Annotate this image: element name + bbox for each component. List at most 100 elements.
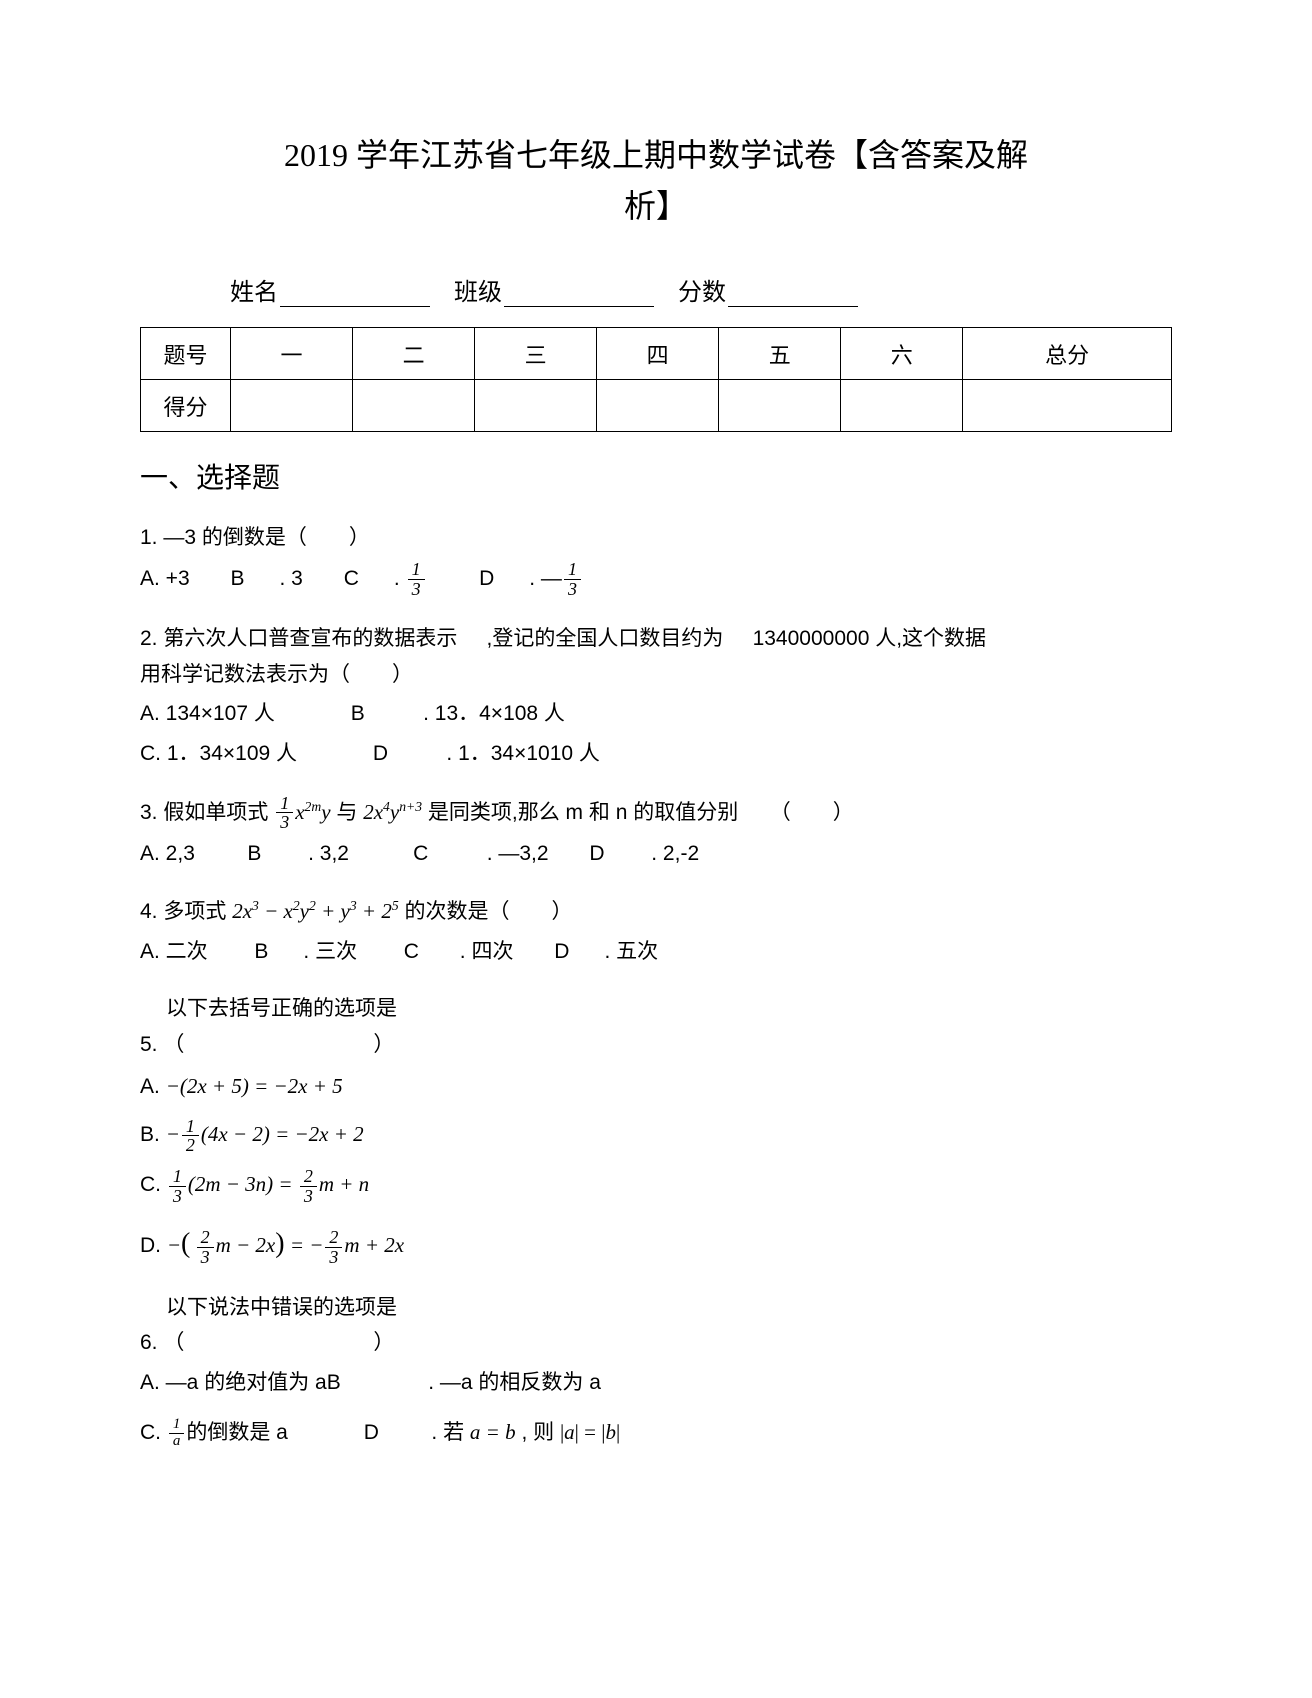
q3-post: 是同类项,那么 m 和 n 的取值分别 （ ） xyxy=(428,801,854,824)
q3-B: B xyxy=(247,842,261,865)
th-total: 总分 xyxy=(963,328,1172,380)
q2-B: B xyxy=(351,702,365,725)
q4-C2: . 四次 xyxy=(460,940,514,963)
q3-C2: . —3,2 xyxy=(487,842,549,865)
q5-D-label: D. xyxy=(140,1234,167,1257)
q4-post: 的次数是（ ） xyxy=(405,900,573,923)
title-line-2: 析】 xyxy=(624,188,688,224)
q1-B2: . 3 xyxy=(280,567,303,590)
q3-A: A. 2,3 xyxy=(140,842,195,865)
q2-s2: ,登记的全国人口数目约为 xyxy=(487,627,724,650)
q1-C-frac: 13 xyxy=(408,560,425,599)
q4-D2: . 五次 xyxy=(604,940,658,963)
q6-D: D xyxy=(364,1421,379,1444)
question-2: 2. 第六次人口普查宣布的数据表示 ,登记的全国人口数目约为 134000000… xyxy=(140,621,1172,772)
q1-stem: 1. —3 的倒数是（ ） xyxy=(140,520,1172,556)
question-1: 1. —3 的倒数是（ ） A. +3 B . 3 C . 13 D . —13 xyxy=(140,520,1172,598)
q5-A: A. −(2x + 5) = −2x + 5 xyxy=(140,1069,1172,1105)
q5-B: B. −12(4x − 2) = −2x + 2 xyxy=(140,1117,1172,1156)
q3-B2: . 3,2 xyxy=(308,842,349,865)
q4-D: D xyxy=(554,940,569,963)
q2-stem-line1: 2. 第六次人口普查宣布的数据表示 ,登记的全国人口数目约为 134000000… xyxy=(140,621,1172,657)
td-6[interactable] xyxy=(841,380,963,432)
q5-B-expr: −12(4x − 2) = −2x + 2 xyxy=(166,1122,364,1146)
table-score-row: 得分 xyxy=(141,380,1172,432)
q6-A2: . —a 的相反数为 a xyxy=(428,1371,601,1394)
q5-A-label: A. xyxy=(140,1075,166,1098)
q5-num: 5. （ ） xyxy=(140,1027,1172,1063)
q3-options: A. 2,3 B . 3,2 C . —3,2 D . 2,-2 xyxy=(140,836,1172,872)
q4-poly: 2x3 − x2y2 + y3 + 25 xyxy=(232,899,398,923)
title-line-1: 2019 学年江苏省七年级上期中数学试卷【含答案及解 xyxy=(284,137,1028,173)
td-3[interactable] xyxy=(475,380,597,432)
th-label: 题号 xyxy=(141,328,231,380)
q6-D-expr2: |a| = |b| xyxy=(560,1420,620,1444)
q3-expr1: x2my xyxy=(295,800,330,824)
q6-D2: . 若 xyxy=(431,1421,470,1444)
class-label: 班级 xyxy=(454,280,502,306)
q4-B2: . 三次 xyxy=(303,940,357,963)
q3-D: D xyxy=(589,842,604,865)
q2-C: C. 1．34×109 人 xyxy=(140,742,297,765)
q1-D: D xyxy=(479,567,494,590)
q1-B: B xyxy=(230,567,244,590)
q6-D3: , 则 xyxy=(521,1421,554,1444)
question-6: 以下说法中错误的选项是 6. （ ） A. —a 的绝对值为 aB . —a 的… xyxy=(140,1290,1172,1451)
q2-D2: . 1．34×1010 人 xyxy=(446,742,600,765)
q4-B: B xyxy=(254,940,268,963)
q6-D-expr1: a = b xyxy=(470,1420,516,1444)
name-label: 姓名 xyxy=(230,280,278,306)
section-1-title: 一、选择题 xyxy=(140,456,1172,496)
th-5: 五 xyxy=(719,328,841,380)
table-header-row: 题号 一 二 三 四 五 六 总分 xyxy=(141,328,1172,380)
q1-C2: . xyxy=(394,567,406,590)
td-total[interactable] xyxy=(963,380,1172,432)
q5-D: D. −( 23m − 2x) = −23m + 2x xyxy=(140,1220,1172,1268)
score-label: 分数 xyxy=(678,280,726,306)
q2-D: D xyxy=(373,742,388,765)
q6-C-frac: 1a xyxy=(169,1417,185,1450)
td-4[interactable] xyxy=(597,380,719,432)
question-4: 4. 多项式 2x3 − x2y2 + y3 + 25 的次数是（ ） A. 二… xyxy=(140,894,1172,969)
q3-mid: 与 xyxy=(336,801,363,824)
score-table: 题号 一 二 三 四 五 六 总分 得分 xyxy=(140,327,1172,432)
q1-D2: . — xyxy=(529,567,562,590)
score-blank[interactable] xyxy=(728,283,858,307)
q6-intro: 以下说法中错误的选项是 xyxy=(140,1290,1172,1326)
q3-expr2: 2x4yn+3 xyxy=(363,800,422,824)
question-3: 3. 假如单项式 13x2my 与 2x4yn+3 是同类项,那么 m 和 n … xyxy=(140,794,1172,872)
q6-line1: A. —a 的绝对值为 aB . —a 的相反数为 a xyxy=(140,1365,1172,1401)
class-blank[interactable] xyxy=(504,283,654,307)
td-2[interactable] xyxy=(353,380,475,432)
td-5[interactable] xyxy=(719,380,841,432)
q3-stem: 3. 假如单项式 13x2my 与 2x4yn+3 是同类项,那么 m 和 n … xyxy=(140,794,1172,833)
q2-s3: 1340000000 人,这个数据 xyxy=(753,627,986,650)
td-1[interactable] xyxy=(231,380,353,432)
q5-A-expr: −(2x + 5) = −2x + 5 xyxy=(166,1074,343,1098)
student-info-line: 姓名 班级 分数 xyxy=(140,272,1172,307)
q2-options-1: A. 134×107 人 B . 13．4×108 人 xyxy=(140,696,1172,732)
th-1: 一 xyxy=(231,328,353,380)
q4-A: A. 二次 xyxy=(140,940,208,963)
th-3: 三 xyxy=(475,328,597,380)
q3-frac1: 13 xyxy=(276,794,293,833)
q5-C-label: C. xyxy=(140,1173,167,1196)
q2-s4: 用科学记数法表示为（ ） xyxy=(140,657,1172,693)
q6-C: C. xyxy=(140,1421,167,1444)
q5-C-expr: 13(2m − 3n) = 23m + n xyxy=(167,1172,369,1196)
q5-B-label: B. xyxy=(140,1123,166,1146)
q6-A: A. —a 的绝对值为 aB xyxy=(140,1371,341,1394)
q1-A: A. +3 xyxy=(140,567,190,590)
name-blank[interactable] xyxy=(280,283,430,307)
q1-C: C xyxy=(344,567,359,590)
th-6: 六 xyxy=(841,328,963,380)
q4-options: A. 二次 B . 三次 C . 四次 D . 五次 xyxy=(140,934,1172,970)
q5-C: C. 13(2m − 3n) = 23m + n xyxy=(140,1167,1172,1206)
q4-C: C xyxy=(404,940,419,963)
q3-pre: 3. 假如单项式 xyxy=(140,801,274,824)
q4-pre: 4. 多项式 xyxy=(140,900,232,923)
q3-D2: . 2,-2 xyxy=(651,842,699,865)
exam-title: 2019 学年江苏省七年级上期中数学试卷【含答案及解 析】 xyxy=(140,130,1172,232)
q6-num: 6. （ ） xyxy=(140,1325,1172,1361)
q2-A: A. 134×107 人 xyxy=(140,702,275,725)
